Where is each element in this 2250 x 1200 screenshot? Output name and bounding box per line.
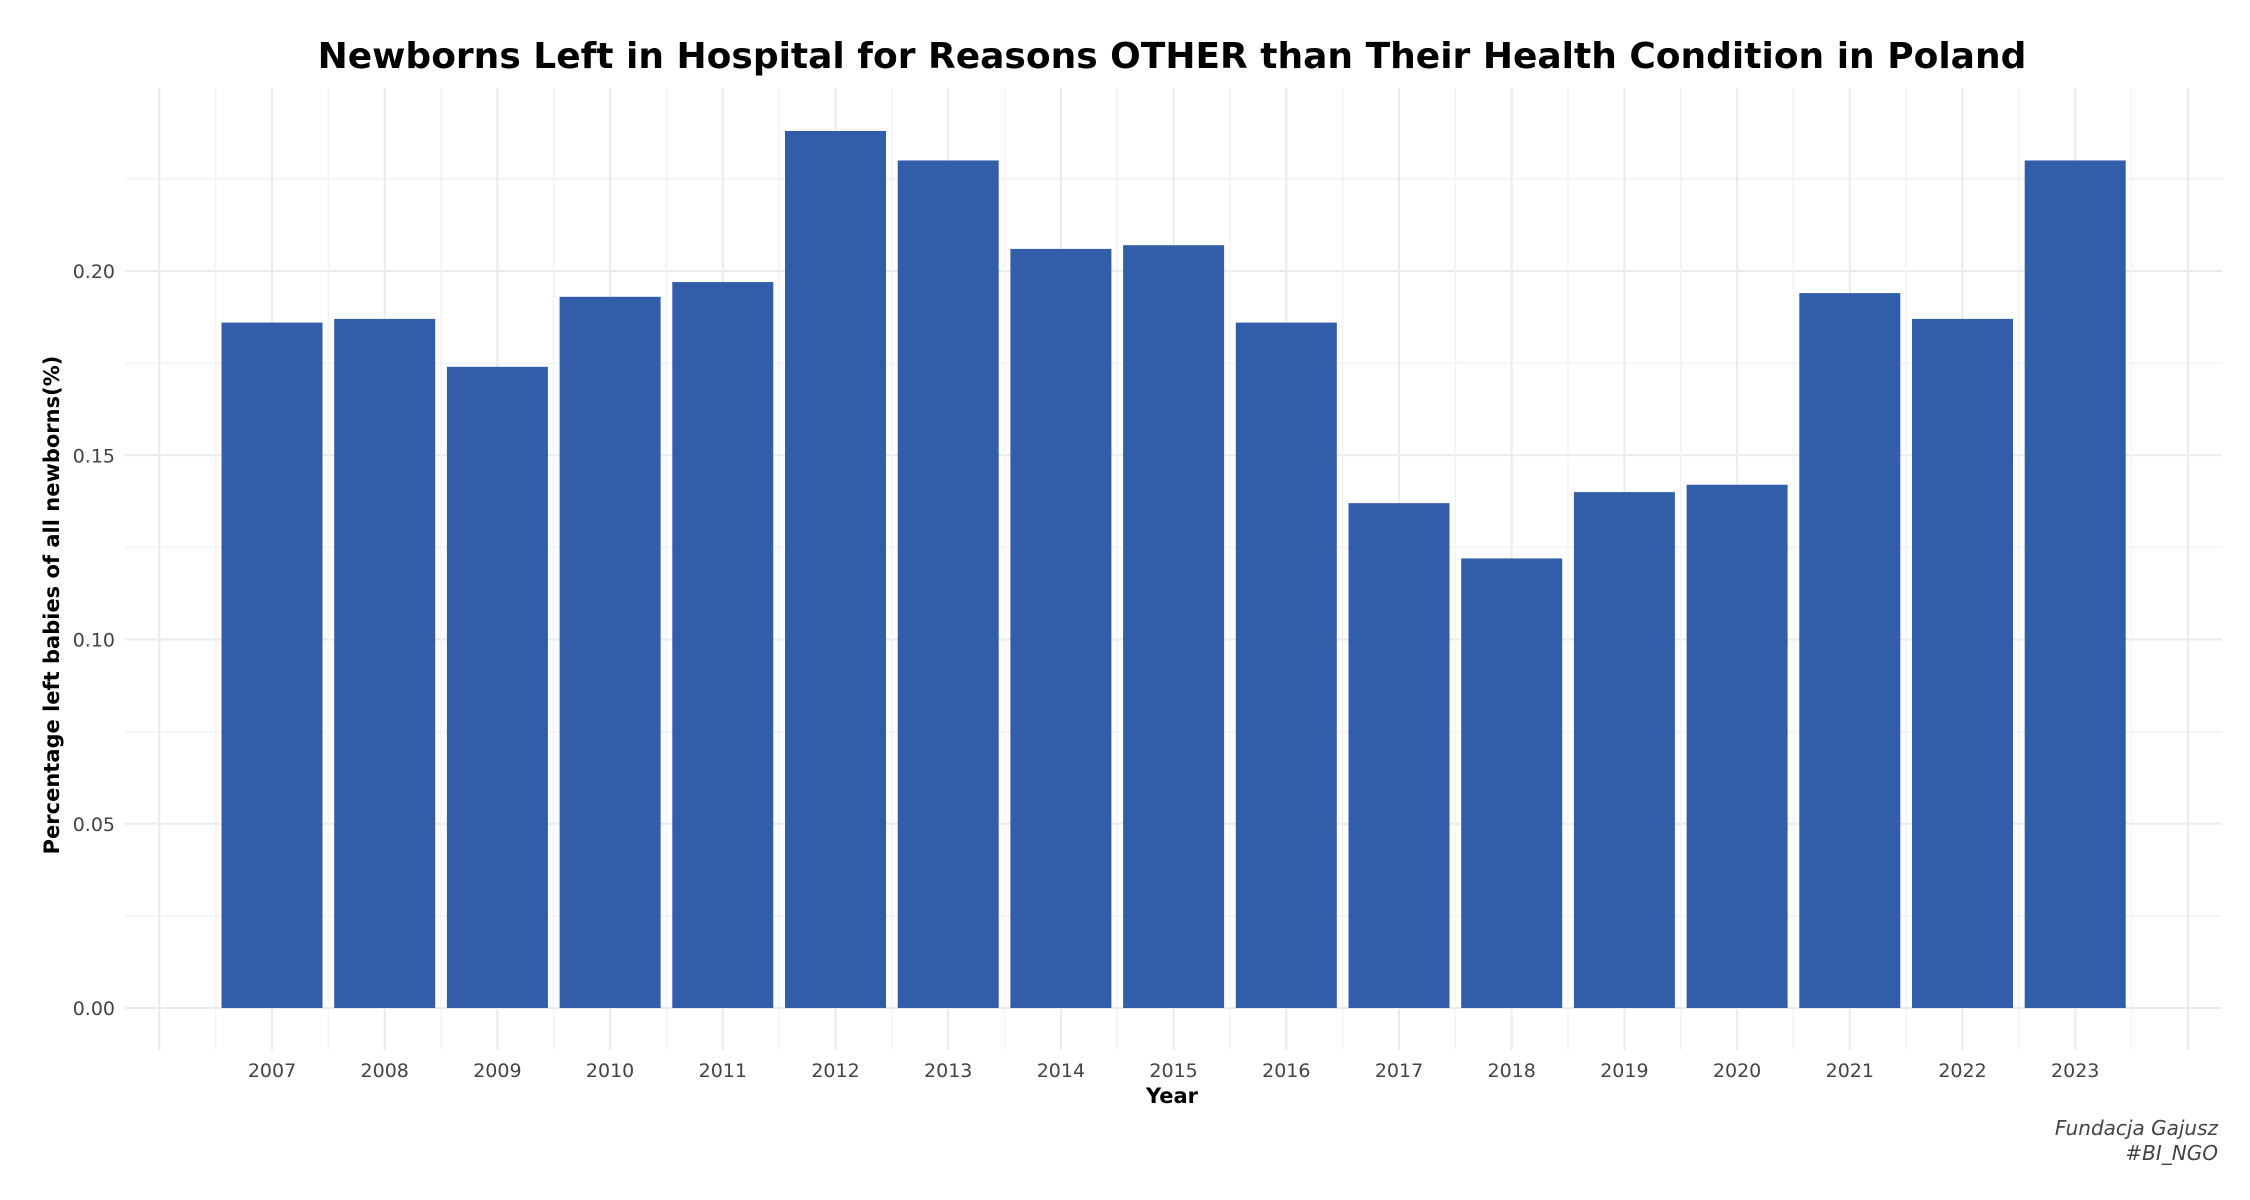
chart-title: Newborns Left in Hospital for Reasons OT… bbox=[318, 36, 2027, 77]
y-tick-label: 0.05 bbox=[73, 814, 115, 836]
x-tick-label: 2022 bbox=[1938, 1060, 1986, 1082]
x-tick-label: 2010 bbox=[586, 1060, 634, 1082]
x-tick-label: 2018 bbox=[1488, 1060, 1536, 1082]
y-tick-label: 0.15 bbox=[73, 445, 115, 467]
bar-2010 bbox=[559, 296, 661, 1008]
y-axis-ticks: 0.00 0.05 0.10 0.15 0.20 bbox=[73, 261, 115, 1020]
x-tick-label: 2017 bbox=[1375, 1060, 1423, 1082]
x-tick-label: 2014 bbox=[1037, 1060, 1085, 1082]
x-tick-label: 2019 bbox=[1600, 1060, 1648, 1082]
bar-2019 bbox=[1573, 492, 1675, 1009]
x-tick-label: 2008 bbox=[361, 1060, 409, 1082]
bar-2007 bbox=[221, 322, 323, 1009]
x-axis-title: Year bbox=[1145, 1084, 1199, 1108]
bar-2013 bbox=[897, 160, 999, 1008]
bar-2016 bbox=[1235, 322, 1337, 1009]
bar-2014 bbox=[1010, 248, 1112, 1008]
bar-2008 bbox=[334, 318, 436, 1008]
x-tick-label: 2020 bbox=[1713, 1060, 1761, 1082]
x-tick-label: 2013 bbox=[924, 1060, 972, 1082]
y-tick-label: 0.20 bbox=[73, 261, 115, 283]
bar-2009 bbox=[446, 366, 548, 1008]
bar-2017 bbox=[1348, 503, 1450, 1008]
x-tick-label: 2015 bbox=[1149, 1060, 1197, 1082]
x-tick-label: 2016 bbox=[1262, 1060, 1310, 1082]
x-tick-label: 2023 bbox=[2051, 1060, 2099, 1082]
y-tick-label: 0.10 bbox=[73, 630, 115, 652]
x-axis-ticks: 2007 2008 2009 2010 2011 2012 2013 2014 2015 2016… bbox=[248, 1060, 2100, 1082]
bar-2021 bbox=[1799, 293, 1901, 1008]
bar-2015 bbox=[1123, 245, 1225, 1008]
bar-2018 bbox=[1461, 558, 1563, 1008]
bar-2022 bbox=[1912, 318, 2013, 1008]
y-tick-label: 0.00 bbox=[73, 998, 115, 1020]
caption-line-1: Fundacja Gajusz bbox=[2055, 1116, 2219, 1140]
bar-2012 bbox=[785, 130, 886, 1009]
bar-2023 bbox=[2024, 160, 2126, 1008]
y-axis-title: Percentage left babies of all newborns(%… bbox=[40, 356, 64, 855]
x-tick-label: 2021 bbox=[1826, 1060, 1874, 1082]
bar-2011 bbox=[672, 282, 774, 1008]
caption-line-2: #BI_NGO bbox=[2125, 1141, 2218, 1165]
x-tick-label: 2009 bbox=[473, 1060, 521, 1082]
x-tick-label: 2012 bbox=[811, 1060, 859, 1082]
x-tick-label: 2011 bbox=[699, 1060, 747, 1082]
x-tick-label: 2007 bbox=[248, 1060, 296, 1082]
bars bbox=[221, 130, 2126, 1009]
bar-2020 bbox=[1686, 484, 1788, 1009]
